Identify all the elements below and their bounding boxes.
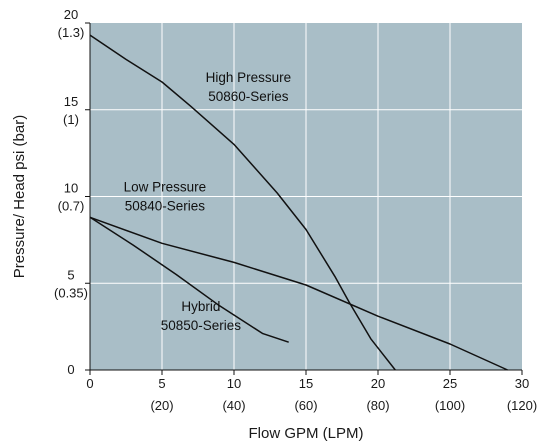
x-tick-label: 5 — [158, 376, 165, 391]
series-label: High Pressure — [206, 70, 292, 85]
x-tick-sublabel: (60) — [294, 398, 317, 413]
y-tick-label: 15 — [64, 94, 78, 109]
y-tick-sublabel: (1) — [63, 112, 79, 127]
x-tick-sublabel: (120) — [507, 398, 537, 413]
series-line — [89, 216, 289, 343]
x-tick-label: 10 — [227, 376, 241, 391]
y-tick-label: 20 — [64, 7, 78, 22]
y-tick-sublabel: (0.7) — [58, 199, 85, 214]
series-label: 50860-Series — [208, 89, 289, 104]
y-tick-label: 10 — [64, 181, 78, 196]
x-tick-label: 25 — [443, 376, 457, 391]
x-tick-sublabel: (100) — [435, 398, 465, 413]
x-tick-label: 20 — [371, 376, 385, 391]
y-tick-sublabel: (0.35) — [54, 285, 88, 300]
x-axis-title: Flow GPM (LPM) — [248, 425, 363, 442]
y-tick-sublabel: (1.3) — [58, 25, 85, 40]
x-tick-label: 30 — [515, 376, 529, 391]
series-line — [89, 216, 508, 371]
y-tick-label: 5 — [67, 267, 74, 282]
series-label: Hybrid — [181, 299, 220, 314]
series-line — [89, 34, 396, 371]
x-tick-sublabel: (20) — [150, 398, 173, 413]
x-tick-label: 0 — [86, 376, 93, 391]
series-label: 50850-Series — [161, 318, 242, 333]
y-tick-label: 0 — [67, 362, 74, 377]
x-tick-sublabel: (40) — [222, 398, 245, 413]
x-tick-sublabel: (80) — [366, 398, 389, 413]
series-label: Low Pressure — [124, 179, 207, 194]
x-tick-label: 15 — [299, 376, 313, 391]
series-label: 50840-Series — [125, 198, 206, 213]
y-axis-title: Pressure/ Head psi (bar) — [11, 115, 28, 278]
